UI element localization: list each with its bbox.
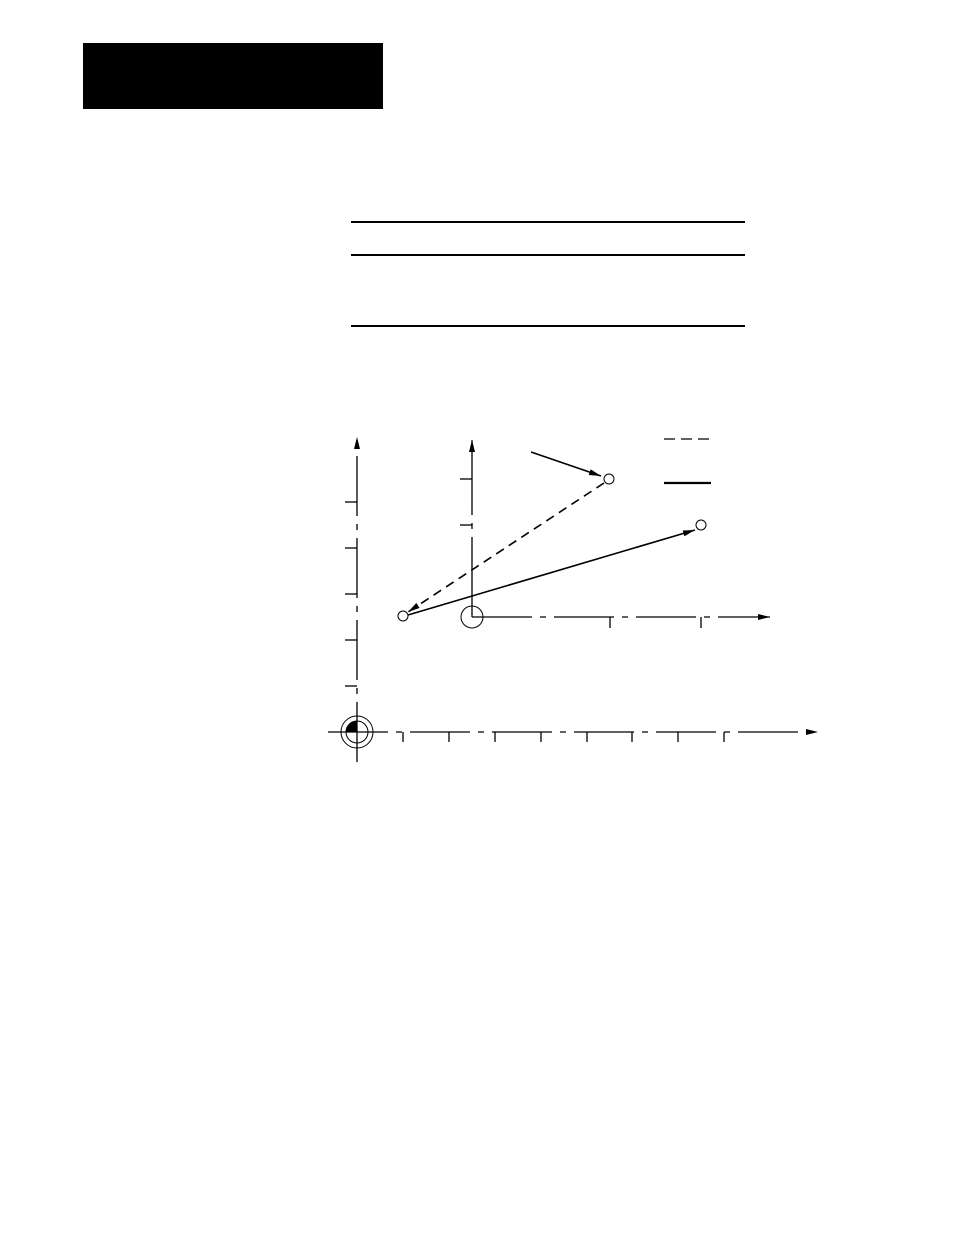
- work-origin-circle-icon: [460, 605, 484, 629]
- table-top-rule: [351, 221, 745, 223]
- table-bottom-rule: [351, 325, 745, 327]
- solid-move-arrow: [407, 529, 696, 616]
- machine-x-ticks: [402, 732, 725, 742]
- point-start: [397, 610, 409, 622]
- dashed-move-arrow: [407, 482, 605, 613]
- point-right: [695, 519, 707, 531]
- origin-marker-icon: [340, 715, 374, 749]
- point-upper: [603, 473, 615, 485]
- machine-y-ticks: [345, 501, 357, 687]
- table-header-rule: [351, 254, 745, 256]
- header-bar: [83, 43, 383, 109]
- work-ticks: [460, 478, 702, 628]
- pointer-arrow: [530, 451, 602, 477]
